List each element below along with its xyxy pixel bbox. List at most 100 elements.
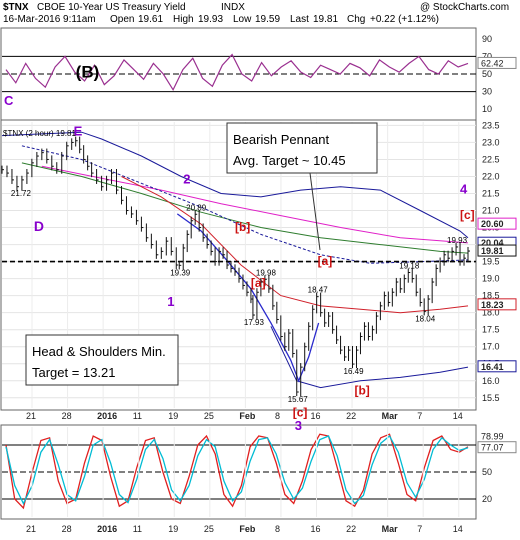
stochastic-x-axis-label: Mar: [382, 524, 399, 534]
price-tick-label: 21.0: [482, 206, 500, 216]
price-tick-label: 16.0: [482, 376, 500, 386]
price-label: 15.67: [288, 395, 309, 404]
x-axis-label: 14: [453, 411, 463, 421]
price-label: 18.04: [415, 314, 436, 323]
price-label: 16.49: [344, 367, 365, 376]
wave-label: 2: [183, 171, 190, 186]
price-tick-label: 21.5: [482, 189, 500, 199]
bearish-pennant-line2: Avg. Target ~ 10.45: [233, 153, 346, 168]
x-axis-label: 19: [168, 411, 178, 421]
rsi-tick-label: 30: [482, 87, 492, 97]
stochastic-x-axis-label: 22: [346, 524, 356, 534]
right-value-box: [477, 217, 517, 230]
price-tick-label: 23.0: [482, 137, 500, 147]
bearish-pennant-annotation: Bearish Pennant Avg. Target ~ 10.45: [226, 122, 378, 251]
bearish-pennant-line1: Bearish Pennant: [233, 132, 330, 147]
x-axis-label: 22: [346, 411, 356, 421]
head-shoulders-annotation: Head & Shoulders Min. Target = 13.21: [25, 334, 179, 386]
x-axis-label: 21: [26, 411, 36, 421]
stochastic-tick-label: 20: [482, 494, 492, 504]
stochastic-x-axis-label: 19: [168, 524, 178, 534]
price-label: 19.93: [447, 236, 468, 245]
rsi-tick-label: 50: [482, 69, 492, 79]
price-tick-label: 19.5: [482, 257, 500, 267]
stochastic-x-axis-label: 28: [62, 524, 72, 534]
price-label: 19.39: [170, 268, 191, 277]
price-tick-label: 22.0: [482, 171, 500, 181]
wave-label: [b]: [235, 220, 250, 234]
x-axis-label: 2016: [97, 411, 117, 421]
moving-average-red: [121, 176, 469, 314]
price-label: 21.72: [11, 189, 32, 198]
right-value-label: 19.81: [481, 246, 504, 256]
stochastic-x-axis-label: 8: [275, 524, 280, 534]
right-value-label: 20.04: [481, 238, 504, 248]
rsi-tick-label: 90: [482, 34, 492, 44]
wave-label: (B): [76, 63, 100, 82]
wave-label: [c]: [293, 406, 308, 420]
stochastic-x-axis-label: 21: [26, 524, 36, 534]
wave-label: [a]: [251, 276, 266, 290]
rsi-tick-label: 70: [482, 51, 492, 61]
right-value-box: [477, 298, 517, 311]
wave-label: 4: [460, 182, 468, 197]
price-label: 20.89: [186, 203, 207, 212]
rsi-value-label: 62.42: [481, 58, 504, 68]
right-value-label: 16.41: [481, 362, 504, 372]
price-tick-label: 22.5: [482, 154, 500, 164]
header-high: 19.93: [198, 14, 223, 25]
price-tick-label: 15.5: [482, 393, 500, 403]
right-value-box: [477, 360, 517, 373]
stochastic-d-line: [5, 434, 469, 505]
price-tick-label: 17.0: [482, 342, 500, 352]
header-symbol: $TNX: [3, 2, 29, 13]
price-tick-label: 23.5: [482, 120, 500, 130]
wave-label: E: [74, 124, 83, 139]
x-axis-label: Mar: [382, 411, 399, 421]
header-low-label: Low: [233, 14, 252, 25]
rsi-layer: 90 70 50 30 10 62.42: [2, 34, 517, 114]
wave-label: [b]: [354, 383, 369, 397]
stochastic-x-axis-label: 16: [311, 524, 321, 534]
stochastic-value-label-2: 78.99: [481, 432, 504, 442]
stochastic-x-axis-label: 25: [204, 524, 214, 534]
stochastic-x-axis-label: 7: [417, 524, 422, 534]
stochastic-x-axis-label: 2016: [97, 524, 117, 534]
header-last: 19.81: [313, 14, 338, 25]
header-low: 19.59: [255, 14, 280, 25]
wave-label: 3: [295, 418, 302, 433]
x-axis-label: 8: [275, 411, 280, 421]
right-value-box: [477, 244, 517, 257]
bollinger-upper-band: [1, 131, 469, 239]
stochastic-x-axis-label: 11: [133, 524, 142, 534]
price-label: 19.98: [256, 268, 277, 277]
x-axis-label: Feb: [239, 411, 256, 421]
x-axis-label: 16: [311, 411, 321, 421]
price-label: 19.18: [399, 261, 420, 270]
header-chg-label: Chg: [347, 14, 365, 25]
x-axis-label: 7: [417, 411, 422, 421]
header-high-label: High: [173, 14, 194, 25]
header-chg: +0.22 (+1.12%): [370, 14, 439, 25]
x-axis-label: 11: [133, 411, 142, 421]
price-label: 17.93: [244, 318, 265, 327]
header-name: CBOE 10-Year US Treasury Yield: [37, 2, 186, 13]
price-tick-label: 18.0: [482, 308, 500, 318]
stochastic-value-box: [477, 441, 517, 454]
price-tick-label: 19.0: [482, 274, 500, 284]
stochastic-value-label: 77.07: [481, 443, 504, 453]
rsi-tick-label: 10: [482, 104, 492, 114]
wave-label: [c]: [460, 208, 475, 222]
header-exchange: INDX: [221, 2, 245, 13]
stochastic-x-axis-label: 14: [453, 524, 463, 534]
header-datetime: 16-Mar-2016 9:11am: [3, 14, 96, 25]
stochastic-tick-label: 50: [482, 467, 492, 477]
header-copyright: @ StockCharts.com: [420, 2, 509, 13]
header-open-label: Open: [110, 14, 134, 25]
head-shoulders-line1: Head & Shoulders Min.: [32, 344, 166, 359]
wave-label: 1: [167, 294, 174, 309]
price-layer: 23.523.022.522.021.521.020.520.019.519.0…: [1, 63, 517, 433]
pennant-pointer: [309, 172, 321, 251]
price-tick-label: 17.5: [482, 325, 500, 335]
